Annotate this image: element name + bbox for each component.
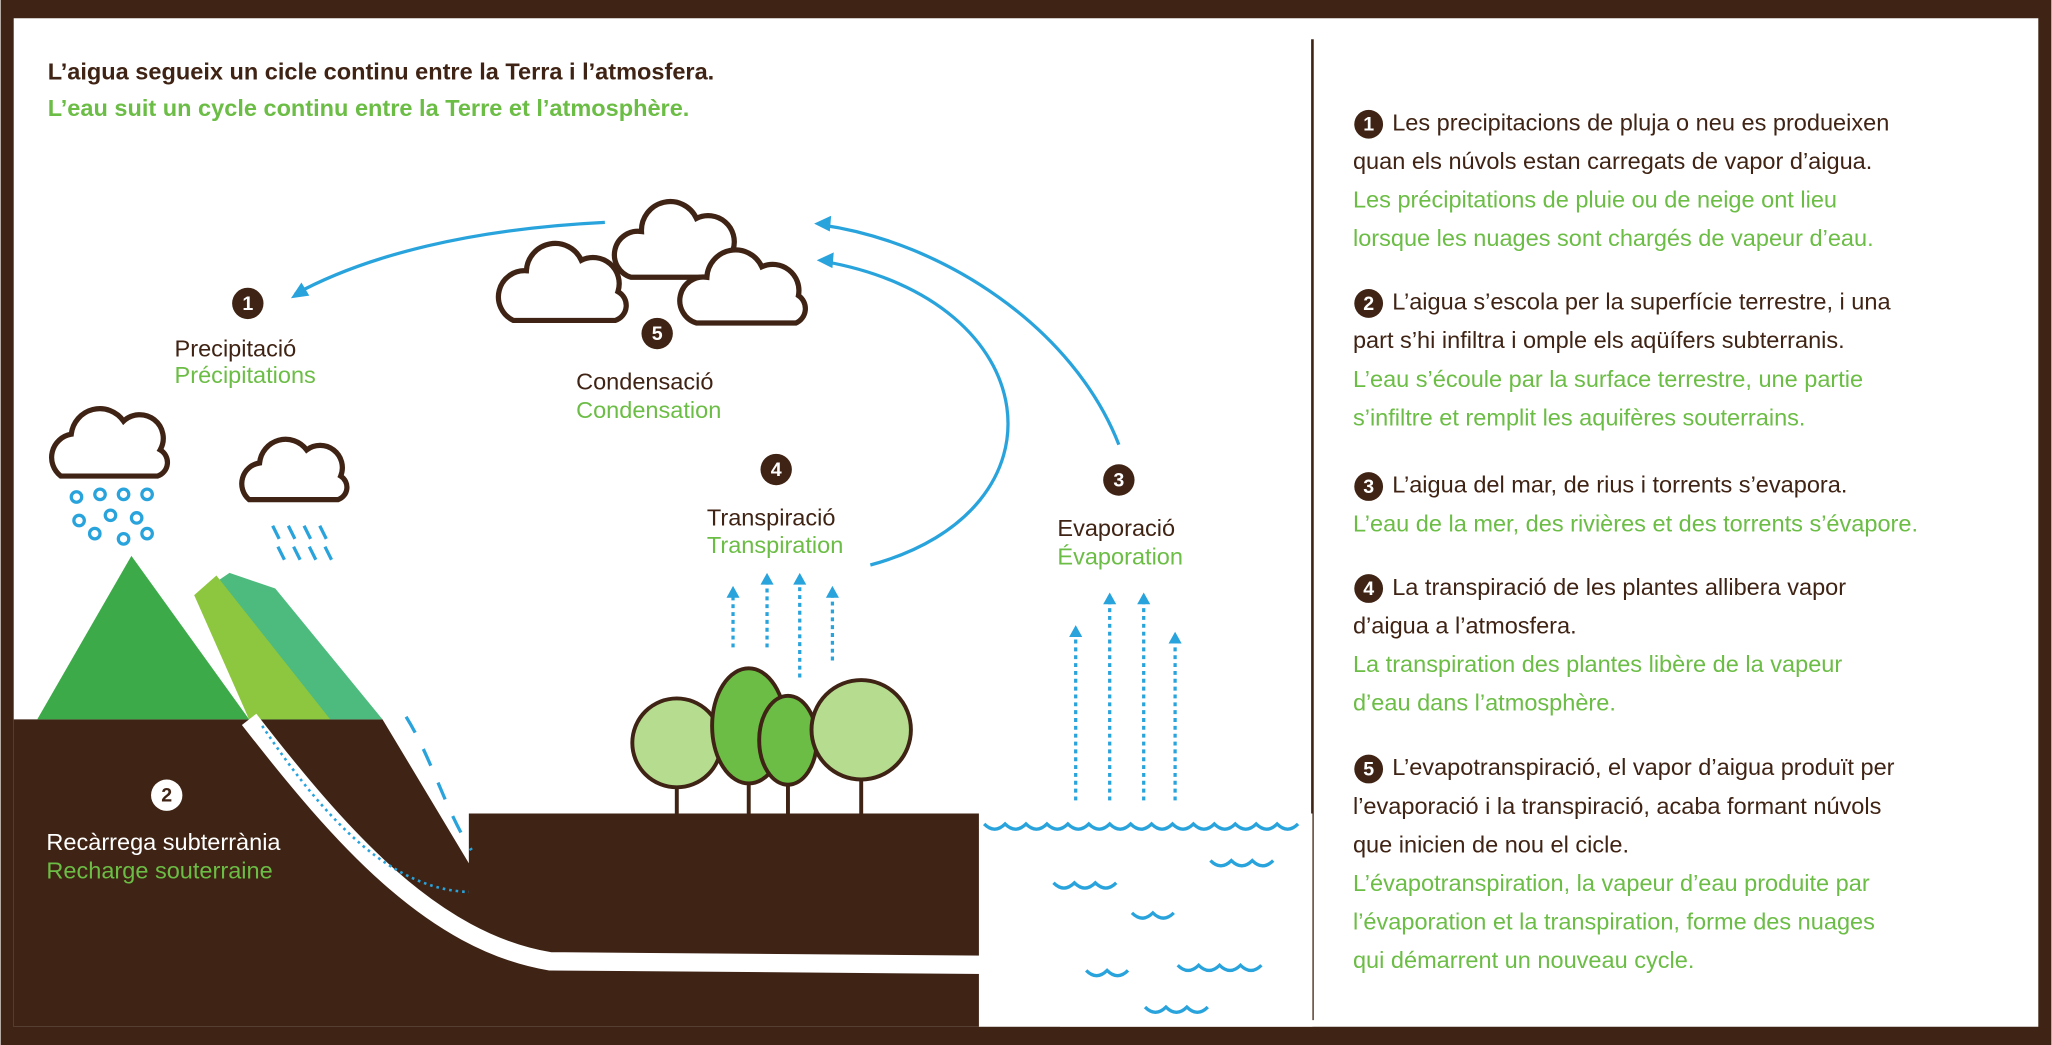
- intro-ca: L’aigua segueix un cicle continu entre l…: [48, 58, 715, 84]
- note-fr: L’eau s’écoule par la surface terrestre,…: [1353, 366, 1863, 392]
- stage-number: 4: [771, 459, 782, 481]
- note-fr: l’évaporation et la transpiration, forme…: [1353, 909, 1875, 935]
- stage-label-fr: Évaporation: [1057, 544, 1183, 570]
- stage-label-fr: Précipitations: [175, 362, 316, 388]
- note-fr: Les précipitations de pluie ou de neige …: [1353, 187, 1837, 213]
- note-ca: l’evaporació i la transpiració, acaba fo…: [1353, 793, 1881, 819]
- stage-label-ca: Condensació: [576, 368, 713, 394]
- stage-label-fr: Recharge souterraine: [46, 858, 272, 884]
- note-fr: L’évapotranspiration, la vapeur d’eau pr…: [1353, 870, 1870, 896]
- note-fr: lorsque les nuages sont chargés de vapeu…: [1353, 225, 1874, 251]
- note-fr: L’eau de la mer, des rivières et des tor…: [1353, 510, 1918, 536]
- stage-label-fr: Transpiration: [707, 532, 843, 558]
- note-ca: L’aigua s’escola per la superfície terre…: [1392, 289, 1891, 315]
- note-ca: L’aigua del mar, de rius i torrents s’ev…: [1392, 472, 1847, 498]
- note-number: 2: [1363, 293, 1374, 315]
- note-ca: L’evapotranspiració, el vapor d’aigua pr…: [1392, 754, 1894, 780]
- note-number: 5: [1363, 759, 1374, 781]
- stage-label-fr: Condensation: [576, 397, 721, 423]
- sea: [979, 814, 1313, 1027]
- intro-fr: L’eau suit un cycle continu entre la Ter…: [48, 95, 690, 121]
- note-number: 1: [1363, 114, 1374, 136]
- stage-label-ca: Transpiració: [707, 504, 836, 530]
- stage-number: 1: [242, 293, 253, 315]
- water-cycle-diagram: L’aigua segueix un cicle continu entre l…: [0, 0, 2052, 1045]
- note-ca: part s’hi infiltra i omple els aqüífers …: [1353, 327, 1845, 353]
- note-ca: La transpiració de les plantes allibera …: [1392, 574, 1846, 600]
- note-fr: La transpiration des plantes libère de l…: [1353, 651, 1842, 677]
- note-ca: d’aigua a l’atmosfera.: [1353, 612, 1577, 638]
- stage-number: 5: [652, 323, 663, 345]
- note-ca: Les precipitacions de pluja o neu es pro…: [1392, 109, 1889, 135]
- note-number: 3: [1363, 476, 1374, 498]
- note-fr: d’eau dans l’atmosphère.: [1353, 690, 1616, 716]
- note-number: 4: [1363, 578, 1374, 600]
- stage-number: 3: [1113, 469, 1124, 491]
- stage-label-ca: Precipitació: [175, 336, 297, 362]
- stage-label-ca: Evaporació: [1057, 515, 1175, 541]
- stage-label-ca: Recàrrega subterrània: [46, 829, 281, 855]
- note-ca: que inicien de nou el cicle.: [1353, 831, 1629, 857]
- stage-number: 2: [161, 785, 172, 807]
- note-ca: quan els núvols estan carregats de vapor…: [1353, 148, 1872, 174]
- note-fr: qui démarrent un nouveau cycle.: [1353, 947, 1694, 973]
- note-fr: s’infiltre et remplit les aquifères sout…: [1353, 404, 1806, 430]
